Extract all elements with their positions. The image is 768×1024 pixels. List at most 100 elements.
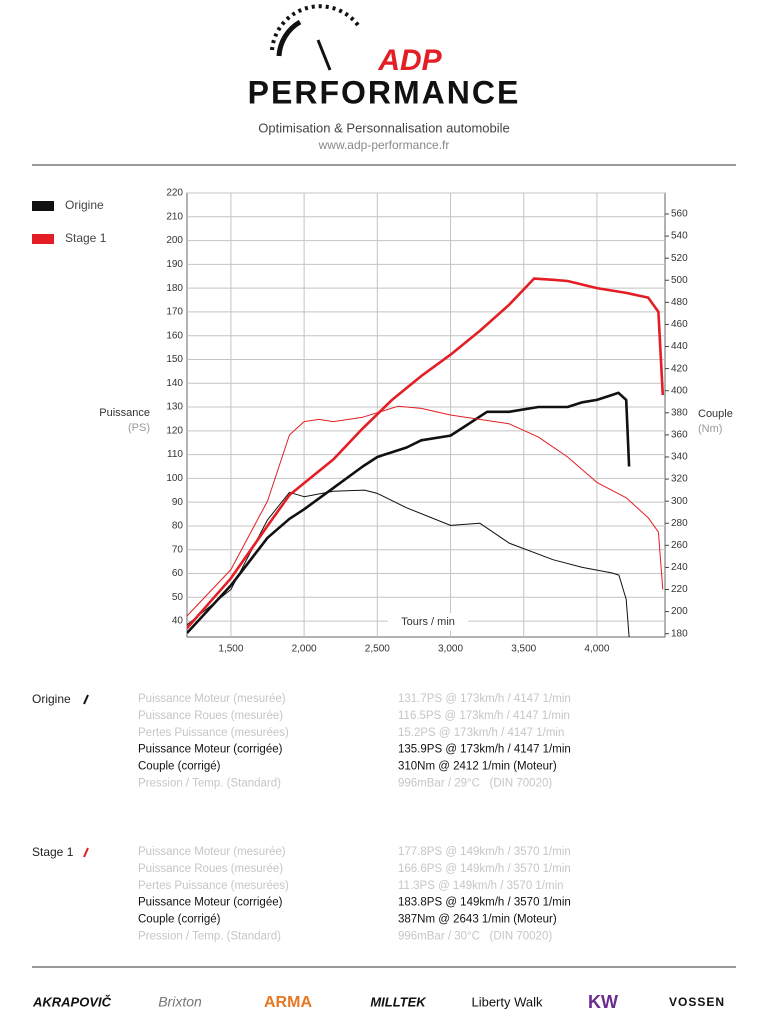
brand-logo: KW	[588, 992, 618, 1012]
y2-axis-label: Couple	[698, 408, 733, 420]
y-tick-label: 70	[172, 544, 184, 555]
result-label: Couple (corrigé)	[138, 914, 221, 926]
brand-black: PERFORMANCE	[248, 74, 521, 110]
result-value: 183.8PS @ 149km/h / 3570 1/min	[398, 897, 571, 909]
y2-tick-label: 300	[671, 496, 688, 507]
y2-tick-label: 180	[671, 628, 688, 639]
plot-lines	[187, 277, 665, 637]
result-value: 11.3PS @ 149km/h / 3570 1/min	[398, 880, 564, 892]
legend-label: Stage 1	[65, 231, 107, 245]
result-value: 310Nm @ 2412 1/min (Moteur)	[398, 761, 557, 773]
x-tick-label: 3,000	[438, 644, 463, 655]
result-label: Puissance Moteur (mesurée)	[138, 693, 286, 705]
y-tick-label: 180	[166, 283, 183, 294]
legend-swatch	[32, 201, 54, 211]
y-tick-label: 60	[172, 568, 184, 579]
result-label: Puissance Moteur (corrigée)	[138, 744, 283, 756]
result-label: Pression / Temp. (Standard)	[138, 778, 281, 790]
y2-tick-label: 320	[671, 474, 688, 485]
result-group-title: Stage 1	[32, 845, 74, 859]
y2-axis-unit: (Nm)	[698, 423, 722, 435]
y-tick-label: 80	[172, 521, 184, 532]
torque-line	[187, 405, 664, 617]
legend-label: Origine	[65, 198, 104, 212]
result-marker	[83, 694, 89, 705]
y2-tick-label: 240	[671, 562, 688, 573]
y2-tick-label: 560	[671, 209, 688, 220]
brand-logo: VOSSEN	[669, 995, 725, 1009]
y2-tick-label: 440	[671, 341, 688, 352]
x-tick-label: 1,500	[218, 644, 243, 655]
y2-tick-label: 420	[671, 363, 688, 374]
x-axis-label: Tours / min	[401, 616, 455, 628]
brand-logo: AKRAPOVIČ	[32, 994, 112, 1009]
torque-line	[187, 489, 630, 637]
y-tick-label: 40	[172, 616, 184, 627]
y2-tick-label: 520	[671, 253, 688, 264]
result-value: 996mBar / 29°C (DIN 70020)	[398, 778, 552, 790]
result-label: Puissance Roues (mesurée)	[138, 863, 283, 875]
x-tick-label: 4,000	[584, 644, 609, 655]
result-label: Couple (corrigé)	[138, 761, 221, 773]
y2-tick-label: 220	[671, 584, 688, 595]
brand-logo: MILLTEK	[370, 994, 427, 1009]
brand-red: ADP	[377, 44, 442, 77]
result-value: 996mBar / 30°C (DIN 70020)	[398, 931, 552, 943]
y2-tick-label: 500	[671, 275, 688, 286]
y-tick-label: 100	[166, 473, 183, 484]
x-label-bg	[388, 613, 468, 631]
result-value: 131.7PS @ 173km/h / 4147 1/min	[398, 693, 571, 705]
y-tick-label: 150	[166, 354, 183, 365]
y2-tick-label: 200	[671, 606, 688, 617]
y-tick-label: 140	[166, 378, 183, 389]
result-label: Pertes Puissance (mesurées)	[138, 727, 289, 739]
y-tick-label: 170	[166, 307, 183, 318]
y2-tick-label: 540	[671, 231, 688, 242]
y2-tick-label: 480	[671, 297, 688, 308]
y2-tick-label: 400	[671, 385, 688, 396]
y-tick-label: 200	[166, 235, 183, 246]
y-tick-label: 120	[166, 425, 183, 436]
result-value: 177.8PS @ 149km/h / 3570 1/min	[398, 846, 571, 858]
brand-logo: Brixton	[158, 994, 202, 1010]
brand-logo: Liberty Walk	[471, 994, 543, 1009]
result-value: 166.6PS @ 149km/h / 3570 1/min	[398, 863, 571, 875]
plot-area	[186, 192, 666, 638]
y-tick-label: 160	[166, 330, 183, 341]
logo-gauge	[270, 4, 362, 71]
y2-tick-label: 280	[671, 518, 688, 529]
x-tick-label: 3,500	[511, 644, 536, 655]
y-axis-label: Puissance	[99, 407, 150, 419]
url: www.adp-performance.fr	[318, 138, 450, 152]
y2-tick-label: 360	[671, 430, 688, 441]
result-label: Pertes Puissance (mesurées)	[138, 880, 289, 892]
x-tick-label: 2,000	[292, 644, 317, 655]
tagline: Optimisation & Personnalisation automobi…	[258, 120, 509, 135]
y-tick-label: 190	[166, 259, 183, 270]
result-label: Pression / Temp. (Standard)	[138, 931, 281, 943]
y-tick-label: 210	[166, 211, 183, 222]
y-tick-label: 130	[166, 402, 183, 413]
legend-swatch	[32, 234, 54, 244]
x-tick-label: 2,500	[365, 644, 390, 655]
y-axis-unit: (PS)	[128, 422, 150, 434]
y-tick-label: 50	[172, 592, 184, 603]
result-label: Puissance Roues (mesurée)	[138, 710, 283, 722]
brand-logo: ARMA	[264, 994, 312, 1011]
y2-tick-label: 260	[671, 540, 688, 551]
y-tick-label: 90	[172, 497, 184, 508]
y-tick-label: 110	[167, 449, 183, 460]
y-tick-label: 220	[166, 188, 183, 199]
result-value: 15.2PS @ 173km/h / 4147 1/min	[398, 727, 564, 739]
result-value: 135.9PS @ 173km/h / 4147 1/min	[398, 744, 571, 756]
result-label: Puissance Moteur (mesurée)	[138, 846, 286, 858]
power-line	[187, 391, 631, 634]
y2-tick-label: 340	[671, 452, 688, 463]
y2-tick-label: 460	[671, 319, 688, 330]
result-group-title: Origine	[32, 692, 71, 706]
power-line	[187, 277, 665, 630]
result-value: 116.5PS @ 173km/h / 4147 1/min	[398, 710, 570, 722]
result-label: Puissance Moteur (corrigée)	[138, 897, 283, 909]
